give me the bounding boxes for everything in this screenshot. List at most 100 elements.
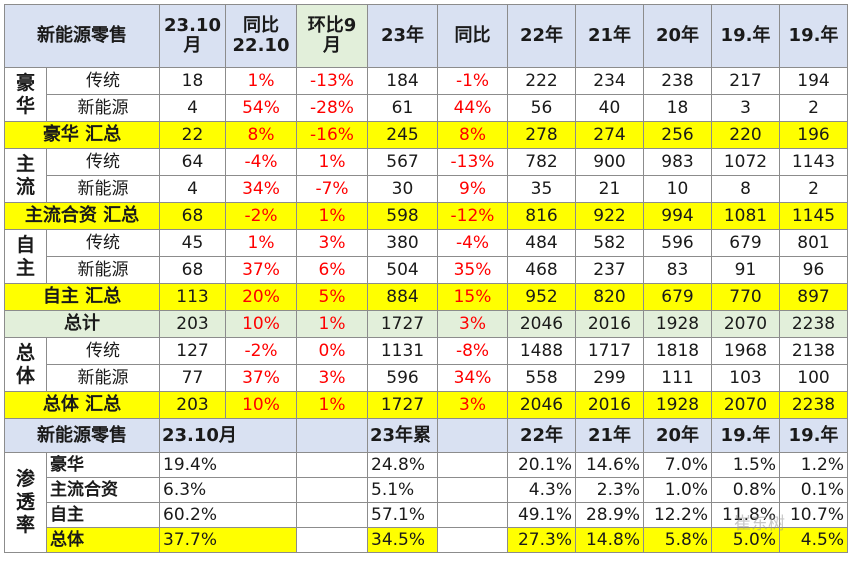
pen-value: 4.5%: [779, 527, 848, 553]
value-2020: 83: [643, 256, 712, 284]
value-2020: 1928: [643, 391, 712, 419]
pen-value: 24.8%: [367, 452, 438, 478]
pen-value: 57.1%: [367, 502, 438, 528]
table-row: 新能源 77 37% 3% 596 34% 558 299 111 103 100: [5, 364, 848, 392]
row-label: 新能源: [46, 94, 160, 122]
value-2019b: 2: [779, 94, 848, 122]
pen-value: 14.6%: [575, 452, 644, 478]
pen-value: 27.3%: [507, 527, 576, 553]
table-row: 总体 传统 127 -2% 0% 1131 -8% 1488 1717 1818 1968 213…: [4, 337, 848, 392]
value-yoy: 8%: [225, 121, 297, 149]
penetration-row: 自主 60.2% 57.1% 49.1% 28.9% 12.2% 11.8% 10.7%: [5, 502, 848, 528]
pen-value: 60.2%: [159, 502, 297, 528]
pen-row-label: 豪华: [46, 452, 160, 478]
row-label: 豪华 汇总: [4, 121, 160, 149]
pen-empty-cell: [296, 502, 368, 528]
pen-value: 49.1%: [507, 502, 576, 528]
value-2021: 922: [575, 202, 644, 230]
value-2019b: 2138: [779, 337, 848, 365]
value-2019a: 3: [711, 94, 780, 122]
value-2020: 18: [643, 94, 712, 122]
value-2021: 1717: [575, 337, 644, 365]
value-ytd: 1131: [367, 337, 438, 365]
col-header-2022: 22年: [507, 4, 576, 68]
value-2019b: 100: [779, 364, 848, 392]
pen-value: 10.7%: [779, 502, 848, 528]
pen-value: 5.0%: [711, 527, 780, 553]
value-ytd-yoy: 15%: [437, 283, 508, 311]
table-row: 自主 传统 45 1% 3% 380 -4% 484 582 596 679 801: [4, 229, 848, 284]
value-ytd: 184: [367, 67, 438, 95]
value-mom: -28%: [296, 94, 368, 122]
pen-empty-cell: [437, 527, 508, 553]
value-2021: 2016: [575, 391, 644, 419]
value-2022: 558: [507, 364, 576, 392]
pen-value: 5.1%: [367, 477, 438, 503]
value-2022: 222: [507, 67, 576, 95]
row-label: 新能源: [46, 175, 160, 203]
value-mom: 5%: [296, 283, 368, 311]
table-row: 新能源 4 34% -7% 30 9% 35 21 10 8 2: [5, 175, 848, 203]
pen-value: 28.9%: [575, 502, 644, 528]
value-2019b: 2238: [779, 310, 848, 338]
value-mom: 1%: [296, 391, 368, 419]
pen-col-2021: 21年: [575, 418, 644, 453]
col-header-2019a: 19.年: [711, 4, 780, 68]
pen-col-2019a: 19.年: [711, 418, 780, 453]
col-header-yoy: 同比 22.10: [225, 4, 297, 68]
table-row: 主流 传统 64 -4% 1% 567 -13% 782 900 983 1072 1143: [4, 148, 848, 203]
value-ytd: 884: [367, 283, 438, 311]
value-2022: 952: [507, 283, 576, 311]
value-ytd: 504: [367, 256, 438, 284]
value-2019b: 194: [779, 67, 848, 95]
value-2021: 820: [575, 283, 644, 311]
penetration-row: 渗透率 豪华 19.4% 24.8% 20.1% 14.6% 7.0% 1.5% 1.2%: [4, 452, 848, 553]
value-yoy: -2%: [225, 202, 297, 230]
col-header-2020: 20年: [643, 4, 712, 68]
value-yoy: 10%: [225, 391, 297, 419]
value-mom: 1%: [296, 148, 368, 176]
value-month: 113: [159, 283, 226, 311]
value-month: 64: [159, 148, 226, 176]
value-mom: 6%: [296, 256, 368, 284]
value-ytd-yoy: -8%: [437, 337, 508, 365]
pen-col-empty: [296, 418, 368, 453]
penetration-title: 新能源零售: [4, 418, 160, 453]
value-2020: 983: [643, 148, 712, 176]
pen-empty-cell: [437, 477, 508, 503]
value-ytd-yoy: -1%: [437, 67, 508, 95]
value-2019a: 217: [711, 67, 780, 95]
value-2021: 21: [575, 175, 644, 203]
value-2019b: 801: [779, 229, 848, 257]
value-2021: 237: [575, 256, 644, 284]
value-yoy: 1%: [225, 229, 297, 257]
row-label: 传统: [46, 67, 160, 95]
value-2020: 1928: [643, 310, 712, 338]
pen-col-empty: [437, 418, 508, 453]
watermark-text: 崔东树: [734, 514, 785, 534]
value-month: 68: [159, 256, 226, 284]
value-2019b: 1143: [779, 148, 848, 176]
value-2019a: 679: [711, 229, 780, 257]
value-2019b: 897: [779, 283, 848, 311]
pen-empty-cell: [437, 452, 508, 478]
value-ytd: 61: [367, 94, 438, 122]
value-yoy: -2%: [225, 337, 297, 365]
penetration-header-row: 新能源零售 23.10月 23年累 22年 21年 20年 19.年 19.年: [4, 418, 848, 453]
value-2020: 111: [643, 364, 712, 392]
value-2019a: 1968: [711, 337, 780, 365]
value-ytd: 380: [367, 229, 438, 257]
value-ytd-yoy: 34%: [437, 364, 508, 392]
pen-value: 6.3%: [159, 477, 297, 503]
group-overall: 总体: [4, 337, 47, 392]
col-header-ytd-yoy: 同比: [437, 4, 508, 68]
value-ytd-yoy: 8%: [437, 121, 508, 149]
value-ytd-yoy: 35%: [437, 256, 508, 284]
value-mom: 1%: [296, 202, 368, 230]
value-2019a: 2070: [711, 310, 780, 338]
value-ytd: 567: [367, 148, 438, 176]
pen-col-month: 23.10月: [159, 418, 297, 453]
value-2019a: 2070: [711, 391, 780, 419]
pen-value: 37.7%: [159, 527, 297, 553]
pen-value: 11.8%: [711, 502, 780, 528]
